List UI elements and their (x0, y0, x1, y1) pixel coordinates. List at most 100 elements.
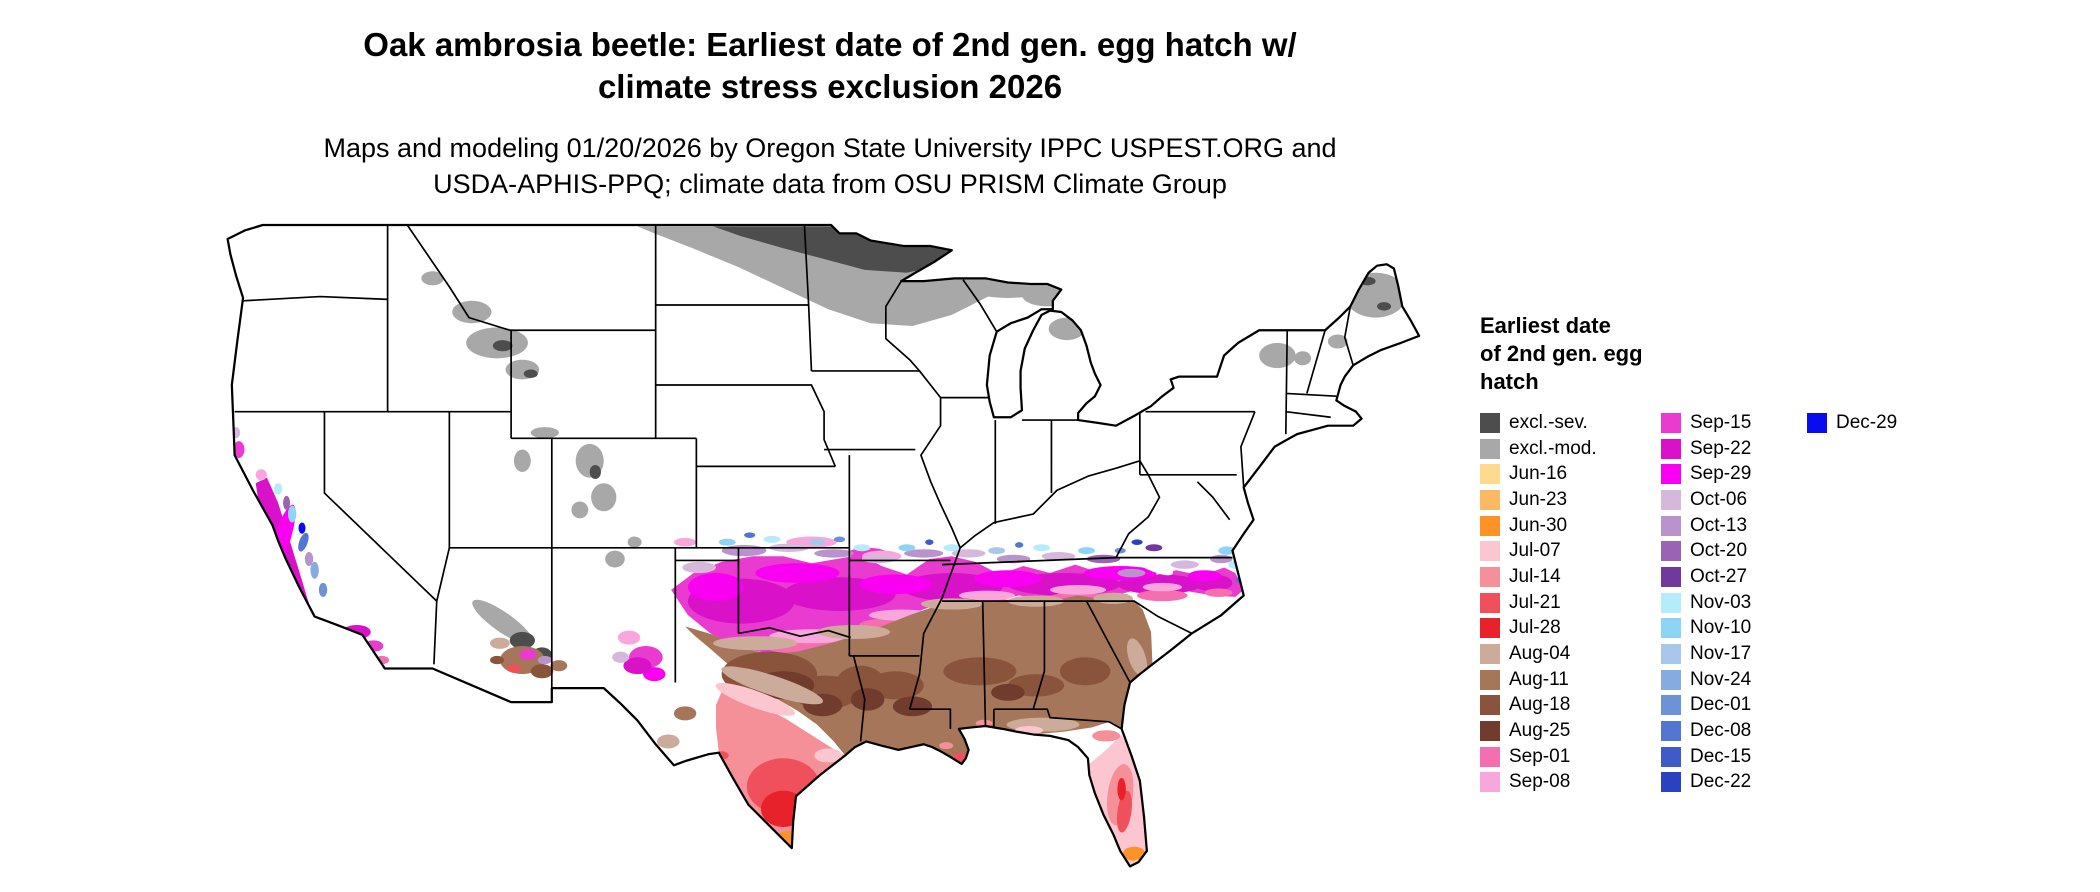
legend-swatch-aug-11 (1480, 669, 1500, 690)
legend-label-aug-04: Aug-04 (1509, 643, 1571, 665)
legend-label-excl-sev: excl.-sev. (1509, 411, 1588, 433)
legend-label-jul-14: Jul-14 (1509, 565, 1561, 587)
legend-label-jun-23: Jun-23 (1509, 488, 1568, 510)
legend-swatch-aug-25 (1480, 721, 1500, 742)
legend-label-jul-21: Jul-21 (1509, 591, 1561, 613)
legend-swatch-dec-15 (1661, 746, 1681, 767)
legend-swatch-aug-04 (1480, 644, 1500, 665)
legend-swatch-nov-10 (1661, 618, 1681, 639)
legend-swatch-jul-28 (1480, 618, 1500, 639)
legend-swatch-jun-23 (1480, 489, 1500, 510)
legend-entry-nov-10: Nov-10 (1661, 616, 1781, 642)
legend-title-line1: Earliest date (1480, 313, 1611, 338)
legend-label-sep-01: Sep-01 (1509, 745, 1571, 767)
legend-entry-dec-15: Dec-15 (1661, 744, 1781, 770)
legend-entry-sep-08: Sep-08 (1480, 770, 1635, 796)
legend-label-sep-08: Sep-08 (1509, 771, 1571, 793)
map-october-fringe (682, 543, 1233, 578)
legend-label-dec-15: Dec-15 (1690, 745, 1752, 767)
legend-entry-jul-07: Jul-07 (1480, 538, 1635, 564)
legend-swatch-oct-06 (1661, 489, 1681, 510)
legend-label-dec-22: Dec-22 (1690, 771, 1752, 793)
legend-label-oct-20: Oct-20 (1690, 540, 1748, 562)
legend-column-2: Sep-15 Sep-22 Sep-29 Oct-06 Oct-13 Oct-20 Oct-… (1661, 410, 1781, 795)
legend-label-aug-11: Aug-11 (1509, 668, 1569, 690)
legend-title-line3: hatch (1480, 369, 1539, 394)
legend-label-oct-27: Oct-27 (1690, 565, 1748, 587)
legend-swatch-oct-27 (1661, 566, 1681, 587)
legend-entry-jul-21: Jul-21 (1480, 590, 1635, 616)
page-subtitle-line2: USDA-APHIS-PPQ; climate data from OSU PR… (433, 169, 1227, 199)
legend-swatch-nov-17 (1661, 644, 1681, 665)
legend-entry-jul-14: Jul-14 (1480, 564, 1635, 590)
legend-label-excl-mod: excl.-mod. (1509, 437, 1597, 459)
page-subtitle-line1: Maps and modeling 01/20/2026 by Oregon S… (323, 133, 1337, 163)
map-state-borders (234, 224, 1354, 742)
legend-label-nov-03: Nov-03 (1690, 591, 1752, 613)
legend-label-sep-29: Sep-29 (1690, 463, 1752, 485)
legend-entry-aug-25: Aug-25 (1480, 718, 1635, 744)
legend-swatch-excl-mod (1480, 438, 1500, 459)
map-florida-zone (939, 719, 1147, 867)
legend-swatch-sep-08 (1480, 772, 1500, 793)
legend-label-dec-01: Dec-01 (1690, 694, 1752, 716)
legend-label-nov-24: Nov-24 (1690, 668, 1752, 690)
us-map-svg (226, 223, 1421, 868)
legend-entry-sep-01: Sep-01 (1480, 744, 1635, 770)
legend-swatch-dec-08 (1661, 721, 1681, 742)
map-national-outline (226, 223, 1421, 868)
legend-entry-excl-mod: excl.-mod. (1480, 436, 1635, 462)
legend-swatch-sep-01 (1480, 746, 1500, 767)
legend-label-sep-22: Sep-22 (1690, 437, 1752, 459)
legend-label-oct-13: Oct-13 (1690, 514, 1748, 536)
legend-swatch-jun-30 (1480, 515, 1500, 536)
legend-swatch-dec-22 (1661, 772, 1681, 793)
legend-entry-aug-18: Aug-18 (1480, 693, 1635, 719)
legend-entry-oct-06: Oct-06 (1661, 487, 1781, 513)
legend-label-nov-17: Nov-17 (1690, 643, 1752, 665)
legend-title-line2: of 2nd gen. egg (1480, 341, 1643, 366)
legend-entry-jul-28: Jul-28 (1480, 616, 1635, 642)
map-september-band (617, 536, 1244, 682)
legend-entry-dec-29: Dec-29 (1807, 410, 1897, 436)
legend-entry-sep-29: Sep-29 (1661, 461, 1781, 487)
legend-entry-excl-sev: excl.-sev. (1480, 410, 1635, 436)
legend-label-oct-06: Oct-06 (1690, 488, 1748, 510)
legend-column-1: excl.-sev. excl.-mod. Jun-16 Jun-23 Jun-30 Ju… (1480, 410, 1635, 795)
legend-swatch-oct-20 (1661, 541, 1681, 562)
legend-label-sep-15: Sep-15 (1690, 411, 1752, 433)
legend-swatch-nov-24 (1661, 669, 1681, 690)
legend-entry-jun-23: Jun-23 (1480, 487, 1635, 513)
legend-swatch-jul-07 (1480, 541, 1500, 562)
us-map (222, 222, 1443, 882)
legend-entry-jun-30: Jun-30 (1480, 513, 1635, 539)
legend-swatch-jun-16 (1480, 464, 1500, 485)
page-title-line1: Oak ambrosia beetle: Earliest date of 2n… (363, 26, 1297, 63)
legend-entry-oct-13: Oct-13 (1661, 513, 1781, 539)
legend-swatch-nov-03 (1661, 592, 1681, 613)
legend-swatch-jul-14 (1480, 566, 1500, 587)
legend-label-aug-25: Aug-25 (1509, 720, 1571, 742)
legend-entry-dec-22: Dec-22 (1661, 770, 1781, 796)
legend-swatch-dec-01 (1661, 695, 1681, 716)
map-arizona-mottle (490, 648, 652, 675)
legend-swatch-aug-18 (1480, 695, 1500, 716)
legend-entry-aug-11: Aug-11 (1480, 667, 1635, 693)
legend-swatch-oct-13 (1661, 515, 1681, 536)
legend-entry-oct-20: Oct-20 (1661, 538, 1781, 564)
legend-entry-aug-04: Aug-04 (1480, 641, 1635, 667)
legend-entry-nov-03: Nov-03 (1661, 590, 1781, 616)
legend-entry-dec-08: Dec-08 (1661, 718, 1781, 744)
legend-column-3: Dec-29 (1807, 410, 1897, 436)
legend-entry-sep-22: Sep-22 (1661, 436, 1781, 462)
legend-title: Earliest date of 2nd gen. egg hatch (1480, 312, 1897, 396)
page-title-line2: climate stress exclusion 2026 (597, 68, 1063, 105)
legend-entry-oct-27: Oct-27 (1661, 564, 1781, 590)
legend-label-jul-28: Jul-28 (1509, 617, 1561, 639)
title-block: Oak ambrosia beetle: Earliest date of 2n… (0, 24, 1660, 202)
legend-entry-nov-24: Nov-24 (1661, 667, 1781, 693)
legend-entry-nov-17: Nov-17 (1661, 641, 1781, 667)
legend-label-aug-18: Aug-18 (1509, 694, 1571, 716)
legend-label-dec-08: Dec-08 (1690, 720, 1752, 742)
legend-entries: excl.-sev. excl.-mod. Jun-16 Jun-23 Jun-30 Ju… (1480, 410, 1897, 795)
